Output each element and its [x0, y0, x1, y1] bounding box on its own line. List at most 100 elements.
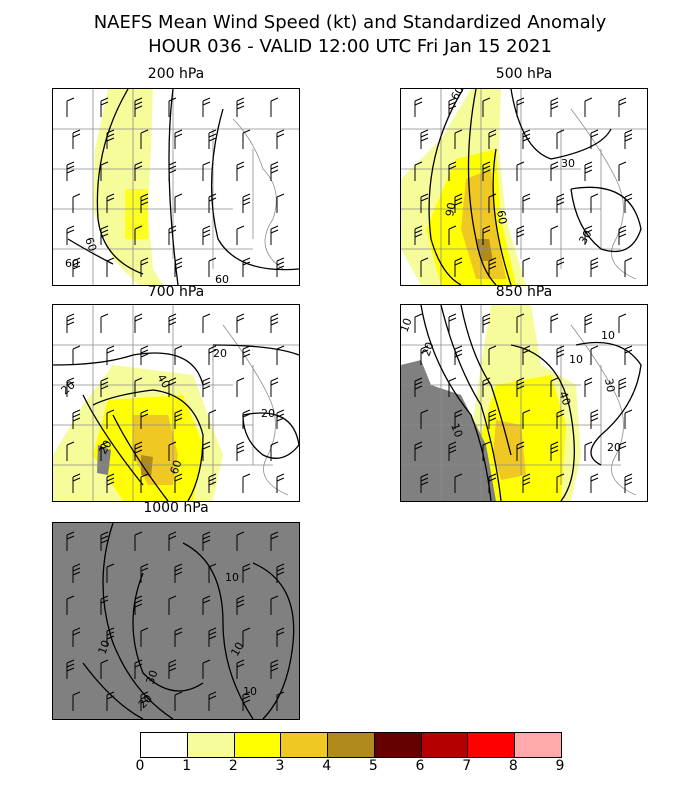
contour-label: 20: [261, 407, 275, 420]
wind-barb: [276, 129, 285, 149]
wind-barb: [618, 313, 627, 333]
wind-barb: [236, 595, 245, 615]
contour-label: 30: [561, 157, 575, 170]
colorbar-tick-label: 2: [228, 758, 238, 774]
contour-label: 10: [601, 329, 615, 342]
wind-barb: [106, 473, 115, 493]
wind-barb: [420, 257, 429, 277]
wind-barb: [420, 193, 429, 213]
wind-barb: [202, 659, 211, 679]
wind-barb: [414, 225, 423, 245]
wind-barb: [66, 313, 75, 333]
wind-barb: [618, 225, 627, 245]
map-panel-850: 10 20 10 10 30 40 20 10: [400, 304, 648, 502]
wind-barb: [168, 225, 177, 245]
wind-barb: [584, 377, 593, 397]
wind-barb: [624, 345, 633, 365]
wind-barb: [270, 595, 279, 615]
wind-barb: [414, 377, 423, 397]
wind-barb: [488, 409, 497, 429]
wind-barb: [242, 409, 251, 429]
wind-barb: [488, 473, 497, 493]
wind-barb: [202, 97, 211, 117]
wind-barb: [414, 441, 423, 461]
wind-barb: [140, 627, 149, 647]
wind-barb: [590, 345, 599, 365]
wind-barb: [202, 313, 211, 333]
wind-barb: [618, 377, 627, 397]
wind-barb: [168, 531, 177, 551]
map-panel-1000: 10 10 10 30 20 10: [52, 522, 300, 720]
wind-barb: [174, 473, 183, 493]
colorbar-segment: [468, 733, 516, 757]
anomaly-shade-3: [461, 169, 506, 279]
wind-barb: [236, 659, 245, 679]
wind-barb: [420, 129, 429, 149]
wind-barb: [242, 473, 251, 493]
colorbar-segment: [374, 733, 422, 757]
wind-barb: [202, 225, 211, 245]
wind-barb: [134, 441, 143, 461]
wind-barb: [236, 225, 245, 245]
contour-label: 60: [82, 236, 99, 254]
wind-barb: [106, 627, 115, 647]
wind-barb: [522, 345, 531, 365]
wind-barb: [482, 97, 491, 117]
wind-barb: [270, 225, 279, 245]
wind-barbs: [414, 313, 633, 493]
wind-barb: [482, 313, 491, 333]
contours: [67, 89, 299, 285]
contour-label: 20: [420, 340, 437, 358]
wind-barb: [208, 691, 217, 711]
wind-barb: [482, 441, 491, 461]
wind-barb: [488, 193, 497, 213]
wind-barb: [106, 129, 115, 149]
colorbar-tick-label: 9: [555, 758, 565, 774]
contour-label: 20: [59, 378, 78, 397]
wind-barb: [168, 659, 177, 679]
wind-barb: [276, 473, 285, 493]
wind-barb: [624, 193, 633, 213]
wind-barb: [236, 531, 245, 551]
wind-barb: [414, 313, 423, 333]
wind-barb: [140, 345, 149, 365]
panel-label-700: 700 hPa: [147, 284, 205, 300]
wind-barb: [270, 313, 279, 333]
contour-label: 10: [243, 685, 257, 698]
wind-barb: [270, 659, 279, 679]
contour-label: 40: [154, 372, 172, 391]
wind-barb: [522, 473, 531, 493]
wind-barb: [454, 257, 463, 277]
wind-barb: [448, 225, 457, 245]
wind-barb: [276, 193, 285, 213]
wind-barb: [174, 409, 183, 429]
wind-barb: [202, 531, 211, 551]
wind-barb: [134, 659, 143, 679]
title-line-2: HOUR 036 - VALID 12:00 UTC Fri Jan 15 20…: [148, 36, 552, 57]
wind-barb: [414, 161, 423, 181]
wind-barb: [208, 193, 217, 213]
wind-barb: [624, 129, 633, 149]
anomaly-shade-2: [125, 189, 148, 239]
wind-barb: [140, 691, 149, 711]
wind-barb: [276, 691, 285, 711]
wind-barb: [618, 97, 627, 117]
wind-barb: [276, 345, 285, 365]
wind-barb: [100, 313, 109, 333]
wind-barb: [584, 225, 593, 245]
wind-barb: [516, 97, 525, 117]
wind-barb: [624, 409, 633, 429]
wind-barb: [584, 441, 593, 461]
wind-barb: [134, 595, 143, 615]
wind-barb: [168, 97, 177, 117]
contour-label: 10: [225, 571, 239, 584]
wind-barb: [168, 377, 177, 397]
wind-barb: [66, 441, 75, 461]
wind-barb: [516, 225, 525, 245]
wind-barb: [618, 161, 627, 181]
wind-barb: [72, 563, 81, 583]
wind-barb: [454, 193, 463, 213]
title-line-1: NAEFS Mean Wind Speed (kt) and Standardi…: [93, 12, 607, 33]
colorbar-segment: [187, 733, 235, 757]
contour-label: 60: [494, 209, 509, 225]
